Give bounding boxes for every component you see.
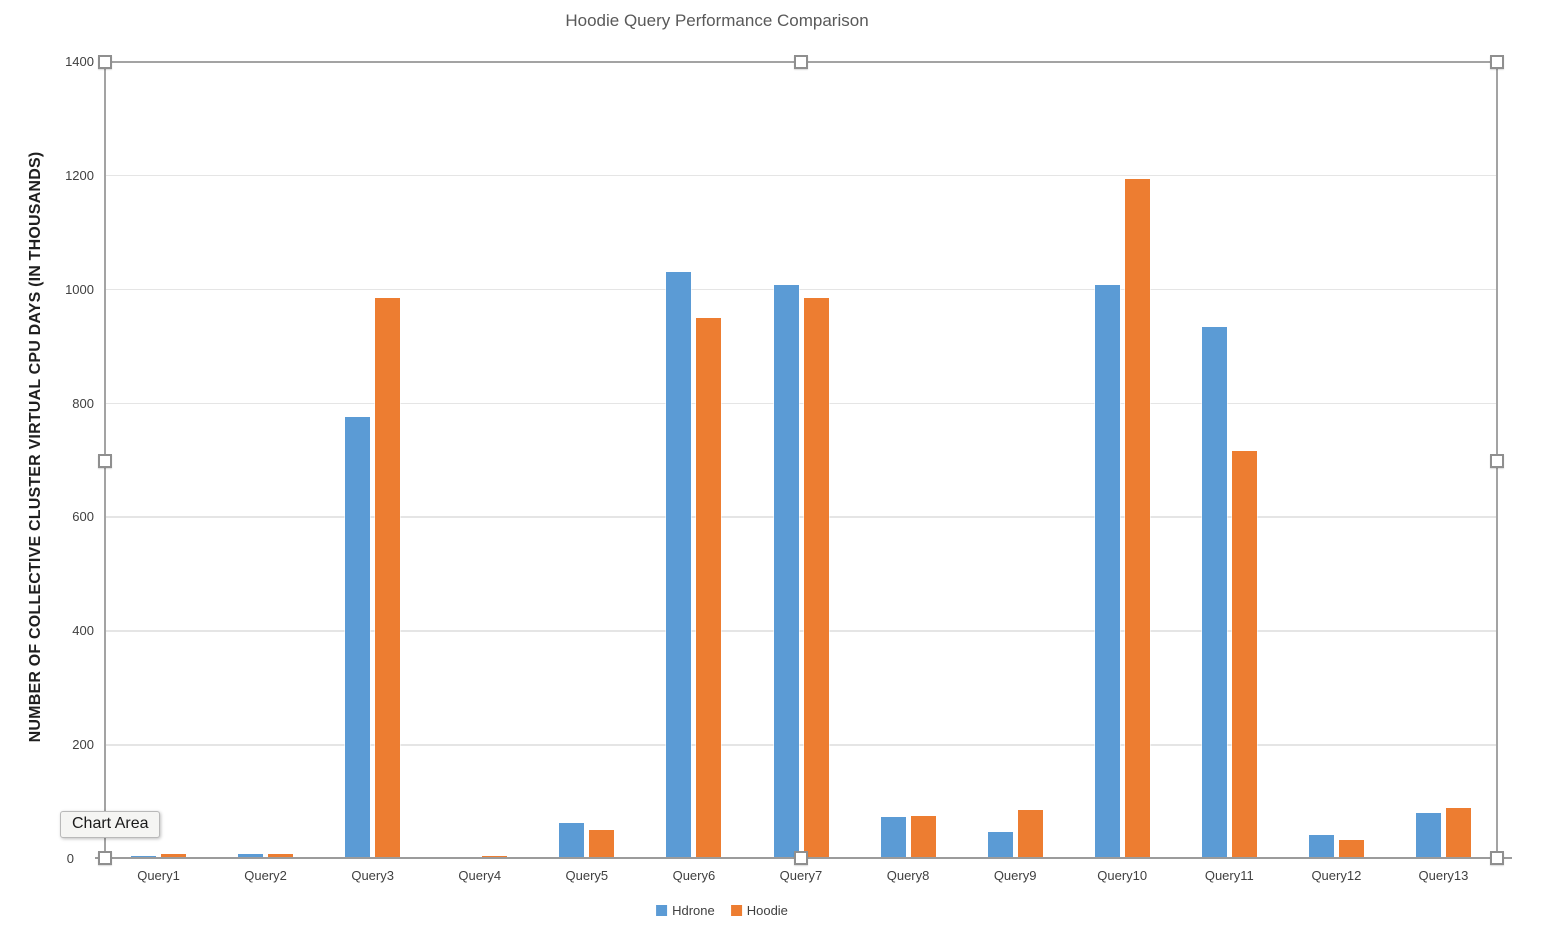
x-tick-label[interactable]: Query11 [1204, 868, 1254, 883]
gridline [105, 288, 1497, 291]
bar-hdrone-query12[interactable] [1308, 835, 1334, 859]
legend-label: Hoodie [746, 903, 788, 918]
x-tick-label[interactable]: Query12 [1311, 868, 1362, 883]
bar-hdrone-query3[interactable] [345, 416, 371, 859]
x-tick-label[interactable]: Query2 [244, 868, 287, 883]
bar-hdrone-query11[interactable] [1201, 326, 1227, 859]
selection-handle[interactable] [794, 851, 808, 865]
legend-label: Hdrone [672, 903, 715, 918]
gridline [105, 630, 1497, 632]
bar-hdrone-query7[interactable] [773, 285, 799, 859]
bar-hdrone-query5[interactable] [559, 823, 585, 859]
selection-handle[interactable] [794, 55, 808, 69]
gridline [105, 516, 1497, 518]
y-tick-label[interactable]: 200 [72, 737, 94, 753]
x-tick-label[interactable]: Query8 [886, 868, 930, 883]
bar-hoodie-query2[interactable] [268, 854, 294, 859]
chart-title[interactable]: Hoodie Query Performance Comparison [565, 11, 869, 30]
gridline [105, 744, 1497, 746]
x-tick-label[interactable]: Query10 [1097, 868, 1148, 883]
legend-swatch-hdrone [656, 905, 668, 916]
y-tick-label[interactable]: 600 [72, 509, 94, 525]
y-axis-title[interactable]: NUMBER OF COLLECTIVE CLUSTER VIRTUAL CPU… [27, 151, 44, 743]
selection-handle[interactable] [98, 851, 112, 865]
y-tick-label[interactable]: 1400 [65, 54, 94, 69]
gridline [105, 402, 1497, 405]
x-tick-label[interactable]: Query7 [779, 868, 823, 883]
bar-hdrone-query10[interactable] [1094, 285, 1120, 859]
bar-hoodie-query6[interactable] [696, 317, 722, 859]
x-tick-label[interactable]: Query9 [993, 868, 1037, 883]
bar-hoodie-query5[interactable] [589, 829, 615, 859]
x-tick-label[interactable]: Query13 [1418, 868, 1469, 883]
y-tick-label[interactable]: 0 [66, 851, 74, 866]
x-tick-label[interactable]: Query5 [565, 868, 609, 883]
bar-hdrone-query9[interactable] [987, 831, 1013, 859]
bar-hdrone-query6[interactable] [666, 271, 692, 859]
bar-hdrone-query8[interactable] [880, 816, 906, 859]
y-tick-label[interactable]: 1000 [65, 281, 94, 297]
x-tick-label[interactable]: Query6 [672, 868, 716, 883]
bar-hoodie-query3[interactable] [375, 298, 401, 859]
bar-hoodie-query8[interactable] [910, 816, 936, 859]
chart-area-tooltip: Chart Area [60, 811, 161, 838]
bar-hdrone-query13[interactable] [1415, 812, 1441, 859]
bar-hdrone-query2[interactable] [238, 853, 264, 859]
bar-hoodie-query12[interactable] [1338, 840, 1364, 859]
bar-hoodie-query13[interactable] [1445, 807, 1471, 859]
y-tick-label[interactable]: 1200 [65, 167, 94, 183]
gridline [105, 174, 1497, 177]
y-tick-label[interactable]: 400 [72, 623, 94, 639]
x-tick-label[interactable]: Query3 [351, 868, 394, 883]
selection-handle[interactable] [1490, 454, 1504, 468]
selection-handle[interactable] [1490, 851, 1504, 865]
y-tick-label[interactable]: 800 [72, 395, 94, 411]
plot-area[interactable] [105, 61, 1497, 859]
legend-swatch-hoodie [730, 905, 742, 916]
bar-hoodie-query9[interactable] [1017, 810, 1043, 859]
bar-hoodie-query10[interactable] [1124, 179, 1150, 859]
legend[interactable]: Hdrone Hoodie [656, 903, 788, 918]
x-tick-label[interactable]: Query4 [458, 868, 502, 883]
selection-handle[interactable] [98, 454, 112, 468]
selection-handle[interactable] [98, 55, 112, 69]
legend-item-hdrone[interactable]: Hdrone [656, 903, 715, 918]
legend-item-hoodie[interactable]: Hoodie [730, 903, 788, 918]
x-tick-label[interactable]: Query1 [137, 868, 180, 883]
bar-hoodie-query7[interactable] [803, 298, 829, 859]
bar-hoodie-query1[interactable] [161, 853, 187, 859]
bar-hoodie-query11[interactable] [1231, 450, 1257, 859]
selection-handle[interactable] [1490, 55, 1504, 69]
